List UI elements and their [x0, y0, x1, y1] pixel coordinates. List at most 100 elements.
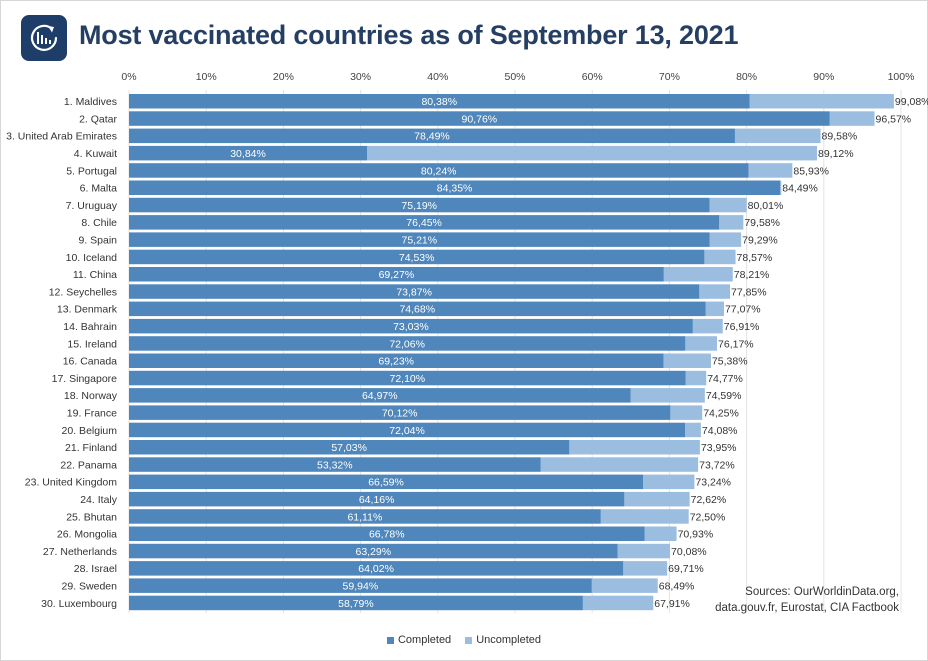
- legend: Completed Uncompleted: [0, 634, 928, 646]
- category-label: 12. Seychelles: [49, 286, 117, 298]
- bar-uncompleted: [719, 215, 744, 230]
- x-tick-label: 20%: [273, 71, 294, 83]
- legend-swatch-completed: [386, 636, 394, 644]
- bar-completed: [129, 111, 830, 126]
- category-label: 6. Malta: [80, 183, 118, 195]
- bar-uncompleted: [705, 301, 724, 317]
- x-tick-label: 60%: [582, 71, 603, 83]
- category-label: 26. Mongolia: [57, 529, 117, 541]
- completed-value-label: 72,04%: [389, 425, 425, 437]
- category-label: 15. Ireland: [67, 338, 117, 350]
- bar-uncompleted: [644, 526, 677, 541]
- total-value-label: 76,91%: [724, 321, 760, 333]
- completed-value-label: 57,03%: [331, 442, 367, 454]
- completed-value-label: 74,53%: [399, 252, 435, 264]
- bar-completed: [129, 526, 645, 541]
- bar-uncompleted: [704, 249, 736, 265]
- completed-value-label: 73,03%: [393, 321, 429, 333]
- category-label: 1. Maldives: [64, 96, 117, 108]
- category-label: 10. Iceland: [66, 252, 118, 264]
- total-value-label: 74,59%: [706, 390, 742, 402]
- sources-line-1: Sources: OurWorldinData.org,: [745, 586, 899, 598]
- completed-value-label: 72,10%: [389, 373, 425, 385]
- legend-item-uncompleted: Uncompleted: [465, 634, 541, 646]
- bar-completed: [129, 284, 700, 299]
- category-label: 25. Bhutan: [66, 511, 117, 523]
- category-label: 5. Portugal: [66, 165, 117, 177]
- bar-uncompleted: [748, 163, 793, 178]
- legend-label-completed: Completed: [397, 634, 452, 646]
- bar-uncompleted: [829, 111, 875, 126]
- bar-completed: [129, 370, 686, 386]
- legend-label-uncompleted: Uncompleted: [476, 634, 542, 646]
- bar-completed: [129, 457, 541, 472]
- category-label: 16. Canada: [63, 356, 117, 368]
- bar-completed: [129, 595, 583, 611]
- completed-value-label: 76,45%: [406, 217, 442, 229]
- bar-uncompleted: [367, 145, 818, 161]
- bar-completed: [129, 318, 693, 334]
- bar-completed: [129, 249, 705, 265]
- bar-uncompleted: [734, 128, 821, 144]
- bar-uncompleted: [582, 595, 654, 611]
- total-value-label: 79,29%: [742, 234, 778, 246]
- completed-value-label: 61,11%: [347, 511, 382, 523]
- total-value-label: 99,08%: [895, 96, 928, 108]
- bar-completed: [129, 301, 706, 317]
- completed-value-label: 73,87%: [396, 286, 432, 298]
- x-tick-label: 10%: [196, 71, 217, 83]
- category-label: 11. China: [73, 269, 117, 281]
- total-value-label: 78,21%: [734, 269, 770, 281]
- bar-uncompleted: [699, 284, 731, 299]
- bar-uncompleted: [685, 422, 701, 438]
- x-tick-label: 0%: [121, 71, 136, 83]
- bar-completed: [129, 561, 624, 576]
- category-label: 17. Singapore: [52, 373, 118, 385]
- total-value-label: 73,24%: [695, 477, 731, 489]
- category-label: 13. Denmark: [57, 304, 118, 316]
- bar-completed: [129, 163, 749, 178]
- total-value-label: 78,57%: [737, 252, 773, 264]
- bar-uncompleted: [670, 405, 703, 420]
- total-value-label: 89,12%: [818, 148, 854, 160]
- total-value-label: 75,38%: [712, 356, 748, 368]
- x-tick-label: 70%: [659, 71, 680, 83]
- bar-uncompleted: [685, 336, 718, 351]
- total-value-label: 70,93%: [678, 529, 714, 541]
- total-value-label: 77,07%: [725, 304, 761, 316]
- completed-value-label: 66,78%: [369, 529, 405, 541]
- bar-uncompleted: [623, 561, 668, 576]
- category-label: 7. Uruguay: [66, 200, 118, 212]
- total-value-label: 77,85%: [731, 286, 767, 298]
- category-label: 22. Panama: [60, 459, 117, 471]
- bar-uncompleted: [617, 543, 671, 559]
- bar-completed: [129, 474, 644, 490]
- total-value-label: 70,08%: [671, 546, 707, 558]
- bar-completed: [129, 145, 368, 161]
- total-value-label: 80,01%: [748, 200, 784, 212]
- completed-value-label: 78,49%: [414, 131, 450, 143]
- category-label: 24. Italy: [80, 494, 118, 506]
- bar-uncompleted: [569, 440, 700, 455]
- total-value-label: 89,58%: [822, 131, 858, 143]
- total-value-label: 85,93%: [793, 165, 829, 177]
- completed-value-label: 80,38%: [421, 96, 457, 108]
- total-value-label: 72,50%: [690, 511, 726, 523]
- completed-value-label: 69,27%: [379, 269, 415, 281]
- category-label: 20. Belgium: [62, 425, 118, 437]
- category-label: 30. Luxembourg: [41, 598, 117, 610]
- total-value-label: 74,77%: [707, 373, 743, 385]
- category-label: 23. United Kingdom: [25, 477, 117, 489]
- completed-value-label: 64,97%: [362, 390, 398, 402]
- completed-value-label: 66,59%: [368, 477, 404, 489]
- completed-value-label: 90,76%: [462, 113, 498, 125]
- completed-value-label: 30,84%: [230, 148, 266, 160]
- x-tick-label: 80%: [736, 71, 757, 83]
- category-label: 21. Finland: [65, 442, 117, 454]
- total-value-label: 74,08%: [702, 425, 738, 437]
- bar-uncompleted: [624, 491, 690, 507]
- bar-completed: [129, 336, 686, 351]
- bar-completed: [129, 440, 570, 455]
- completed-value-label: 72,06%: [389, 338, 425, 350]
